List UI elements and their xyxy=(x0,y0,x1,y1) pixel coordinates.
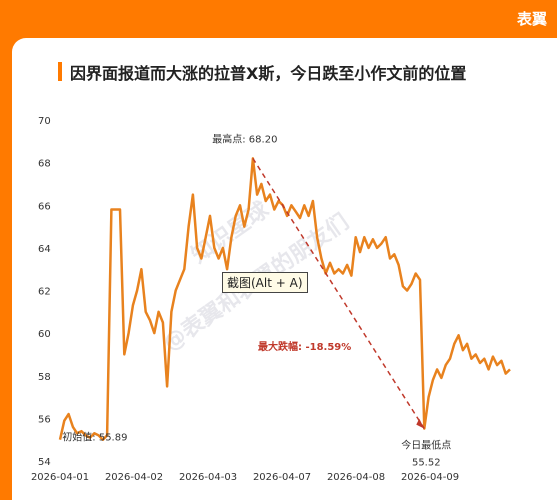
chart-card: 因界面报道而大涨的拉普X斯，今日跌至小作文前的位置 xyxy=(12,38,557,500)
y-tick-label: 56 xyxy=(38,414,51,425)
y-tick-label: 58 xyxy=(38,372,51,383)
y-tick-label: 66 xyxy=(38,201,51,212)
screenshot-tooltip: 截图(Alt + A) xyxy=(222,272,308,293)
annotation-start: 初始值: 55.89 xyxy=(62,431,127,444)
series-line xyxy=(58,157,511,441)
brand-logo: 表翼 xyxy=(516,10,547,28)
annotation-low: 今日最低点 xyxy=(401,439,451,452)
y-tick-label: 60 xyxy=(38,329,51,340)
y-tick-label: 70 xyxy=(38,116,51,127)
chart-title: 因界面报道而大涨的拉普X斯，今日跌至小作文前的位置 xyxy=(70,64,467,83)
drop-arrowhead xyxy=(416,418,425,429)
annotation-max-drop: 最大跌幅: -18.59% xyxy=(258,340,351,353)
x-tick-label: 2026-04-07 xyxy=(253,472,311,483)
y-tick-label: 68 xyxy=(38,159,51,170)
x-tick-label: 2026-04-09 xyxy=(401,472,459,483)
x-tick-label: 2026-04-03 xyxy=(179,472,237,483)
x-tick-label: 2026-04-01 xyxy=(31,472,89,483)
drop-line xyxy=(252,157,425,430)
title-accent-bar xyxy=(58,62,62,81)
y-tick-label: 54 xyxy=(38,457,51,468)
y-tick-label: 62 xyxy=(38,287,51,298)
x-tick-label: 2026-04-08 xyxy=(327,472,385,483)
annotation-peak: 最高点: 68.20 xyxy=(212,132,277,145)
y-tick-label: 64 xyxy=(38,244,51,255)
annotation-low-value: 55.52 xyxy=(412,458,441,469)
x-tick-label: 2026-04-02 xyxy=(105,472,163,483)
